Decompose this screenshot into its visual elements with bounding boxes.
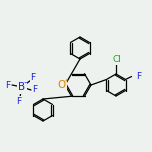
- Text: Cl: Cl: [113, 55, 121, 64]
- Text: +: +: [63, 78, 69, 83]
- Text: F: F: [32, 85, 38, 95]
- Text: F: F: [30, 73, 36, 81]
- Text: F: F: [136, 72, 141, 81]
- Text: −: −: [23, 79, 29, 85]
- Text: F: F: [5, 81, 10, 90]
- Text: O: O: [58, 80, 66, 90]
- Text: F: F: [16, 97, 22, 105]
- Text: B: B: [18, 82, 26, 92]
